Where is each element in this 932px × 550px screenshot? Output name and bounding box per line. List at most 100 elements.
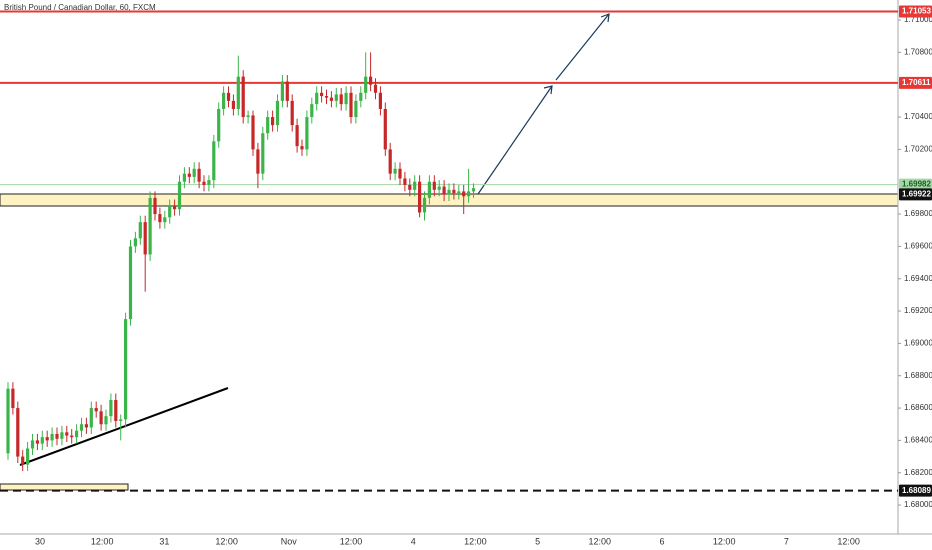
candle-body	[153, 197, 157, 215]
candle-body	[177, 181, 182, 210]
candle-body	[344, 92, 348, 105]
candle-body	[21, 456, 25, 465]
candle-body	[442, 186, 446, 195]
candle-body	[79, 424, 84, 431]
y-tick-label: 1.70400	[904, 112, 932, 121]
candle-body	[241, 76, 245, 118]
candle-body	[418, 181, 422, 213]
candle-body	[295, 125, 299, 147]
candle-body	[246, 115, 250, 118]
candle-body	[60, 432, 64, 439]
candle-body	[217, 108, 221, 142]
candle-body	[173, 205, 177, 210]
candle-body	[197, 168, 201, 182]
arrow-head	[600, 13, 610, 23]
candle-body	[334, 94, 338, 101]
candle-body	[285, 81, 289, 101]
candle-body	[349, 92, 353, 118]
candle-body	[275, 100, 280, 126]
candle-body	[222, 92, 226, 109]
candle-body	[266, 117, 270, 134]
candle-body	[427, 181, 431, 198]
candle-body	[261, 133, 265, 174]
candle-body	[462, 191, 466, 197]
candle-body	[324, 96, 329, 98]
candle-body	[75, 430, 79, 438]
candle-body	[30, 440, 35, 449]
arrow	[555, 13, 610, 81]
candle-body	[26, 448, 30, 465]
candle-body	[182, 173, 186, 182]
candle-body	[271, 117, 275, 126]
candle-body	[192, 168, 196, 177]
candle-body	[128, 246, 133, 320]
y-tick-label: 1.69600	[904, 241, 932, 250]
candle-body	[187, 173, 191, 177]
y-tick-label: 1.68800	[904, 371, 932, 380]
candle-body	[413, 181, 417, 190]
candle-body	[124, 319, 128, 420]
candle-body	[50, 433, 54, 441]
candle-body	[305, 117, 309, 150]
price-label: 1.70611	[902, 78, 931, 87]
candle-body	[70, 435, 74, 438]
candle-body	[212, 141, 216, 181]
x-tick-label: 12:00	[713, 536, 736, 546]
candle-body	[158, 214, 162, 223]
x-tick-label: 7	[784, 536, 789, 546]
candle-body	[226, 92, 231, 101]
candle-body	[236, 76, 240, 109]
candle-body	[310, 104, 314, 118]
candle-body	[6, 388, 10, 454]
y-tick-label: 1.69200	[904, 306, 932, 315]
support-zone-low	[0, 483, 129, 491]
candle-body	[280, 81, 284, 101]
y-tick-label: 1.69400	[904, 274, 932, 283]
candle-body	[315, 92, 319, 105]
candle-body	[290, 100, 294, 126]
candle-body	[354, 100, 358, 118]
y-tick-label: 1.68400	[904, 436, 932, 445]
trend-line	[19, 387, 229, 466]
y-tick-label: 1.70800	[904, 47, 932, 56]
candle-body	[40, 437, 44, 444]
candle-body	[373, 84, 378, 93]
candle-body	[403, 178, 407, 185]
y-tick-label: 1.70200	[904, 144, 932, 153]
price-label-box	[899, 5, 932, 18]
candle-body	[16, 408, 20, 457]
candle-body	[383, 108, 387, 150]
x-tick-label: 12:00	[340, 536, 363, 546]
x-tick-label: 31	[159, 536, 169, 546]
x-tick-label: 12:00	[589, 536, 612, 546]
x-tick-label: 5	[535, 536, 540, 546]
candle-body	[329, 97, 333, 101]
price-label: 1.69982	[902, 180, 931, 189]
price-label-box	[899, 188, 932, 201]
price-label: 1.71053	[902, 7, 931, 16]
x-tick-label: 12:00	[91, 536, 114, 546]
y-tick-label: 1.69000	[904, 338, 932, 347]
chart-title: British Pound / Canadian Dollar, 60, FXC…	[4, 3, 156, 12]
price-label-box	[899, 484, 932, 497]
candle-body	[138, 222, 142, 239]
candle-body	[109, 399, 113, 417]
x-tick-label: 12:00	[215, 536, 238, 546]
price-label-box	[899, 178, 932, 191]
candle-body	[300, 146, 304, 150]
x-tick-label: 6	[659, 536, 664, 546]
candle-body	[168, 205, 172, 218]
candle-body	[251, 115, 255, 150]
x-tick-label: 12:00	[464, 536, 487, 546]
candle-body	[369, 76, 373, 85]
y-tick-label: 1.68000	[904, 500, 932, 509]
candle-body	[408, 184, 412, 190]
candle-body	[359, 92, 363, 101]
candle-body	[119, 419, 123, 421]
candle-body	[471, 188, 476, 192]
candle-body	[163, 217, 167, 223]
x-tick-label: 4	[411, 536, 416, 546]
